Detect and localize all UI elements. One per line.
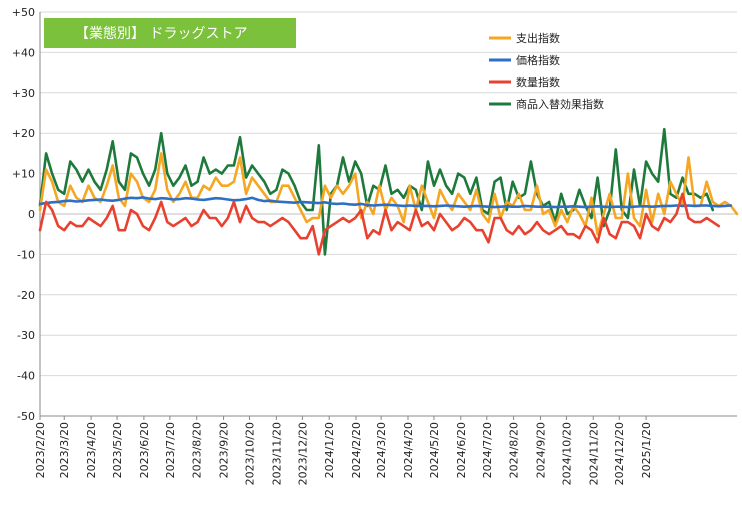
legend-label: 数量指数 [516, 75, 560, 89]
x-tick-label: 2024/5/20 [428, 422, 441, 478]
series-line-3 [38, 127, 715, 256]
legend-label: 支出指数 [516, 31, 560, 45]
x-tick-label: 2023/12/20 [296, 422, 309, 485]
x-tick-label: 2023/5/20 [111, 422, 124, 478]
x-tick-label: 2024/3/20 [375, 422, 388, 478]
series-line-1 [38, 196, 733, 209]
x-tick-label: 2023/9/20 [218, 422, 231, 478]
y-tick-label: -30 [17, 329, 35, 342]
chart-title-background [44, 18, 296, 48]
y-tick-label: -40 [17, 370, 35, 383]
x-tick-label: 2023/6/20 [138, 422, 151, 478]
series-line-2 [38, 192, 721, 256]
series-lines [38, 127, 739, 256]
x-tick-label: 2023/8/20 [191, 422, 204, 478]
y-tick-labels: +50 +40 +30 +20 +10 0 -10 -20 -30 -40 -50 [12, 6, 35, 423]
chart-title: 【業態別】 ドラッグストア [75, 26, 247, 42]
x-tick-label: 2023/4/20 [85, 422, 98, 478]
x-tick-label: 2024/9/20 [534, 422, 547, 478]
y-tick-label: +40 [12, 46, 35, 59]
y-tick-label: +50 [12, 6, 35, 19]
x-tick-label: 2025/1/20 [640, 422, 653, 478]
chart-title-box: 【業態別】 ドラッグストア [44, 18, 296, 48]
y-tick-label: -10 [17, 248, 35, 261]
x-tick-label: 2024/12/20 [613, 422, 626, 485]
y-tick-label: 0 [28, 208, 35, 221]
y-tick-label: +10 [12, 168, 35, 181]
x-tick-label: 2023/11/20 [270, 422, 283, 485]
x-tick-label: 2024/4/20 [402, 422, 415, 478]
x-tick-label: 2024/1/20 [323, 422, 336, 478]
x-tick-label: 2024/8/20 [508, 422, 521, 478]
x-tick-label: 2023/7/20 [164, 422, 177, 478]
x-tick-label: 2024/7/20 [481, 422, 494, 478]
x-tick-label: 2023/10/20 [244, 422, 257, 485]
y-tick-label: +20 [12, 127, 35, 140]
x-tick-label: 2023/3/20 [58, 422, 71, 478]
x-tick-label: 2024/10/20 [560, 422, 573, 485]
x-tick-label: 2024/2/20 [350, 422, 363, 478]
y-tick-label: -50 [17, 410, 35, 423]
y-tick-label: +30 [12, 87, 35, 100]
x-tick-label: 2024/11/20 [587, 422, 600, 485]
x-tick-label: 2023/2/20 [34, 422, 47, 478]
legend-label: 商品入替効果指数 [516, 97, 604, 111]
x-tick-label: 2024/6/20 [455, 422, 468, 478]
x-tick-labels: 2023/2/20 2023/3/20 2023/4/20 2023/5/20 2023… [34, 416, 653, 485]
legend-label: 価格指数 [516, 53, 560, 67]
y-tick-label: -20 [17, 289, 35, 302]
